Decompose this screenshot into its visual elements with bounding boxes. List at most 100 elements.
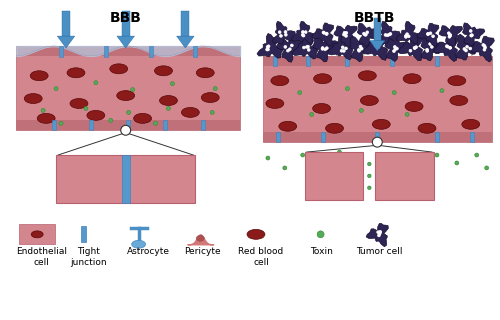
Ellipse shape xyxy=(94,81,98,85)
Ellipse shape xyxy=(448,46,452,49)
Ellipse shape xyxy=(340,49,343,52)
Ellipse shape xyxy=(346,87,350,91)
Ellipse shape xyxy=(469,47,472,50)
Ellipse shape xyxy=(466,45,468,48)
Ellipse shape xyxy=(446,45,448,48)
Ellipse shape xyxy=(430,45,433,48)
Ellipse shape xyxy=(413,47,416,49)
Bar xyxy=(263,56,492,66)
Ellipse shape xyxy=(278,31,281,34)
Ellipse shape xyxy=(397,156,401,160)
Ellipse shape xyxy=(70,99,88,108)
Bar xyxy=(435,132,439,142)
Polygon shape xyxy=(434,36,458,61)
Ellipse shape xyxy=(345,31,348,34)
Ellipse shape xyxy=(358,49,360,51)
Ellipse shape xyxy=(418,123,436,133)
Bar xyxy=(346,56,350,66)
Ellipse shape xyxy=(377,45,380,48)
Ellipse shape xyxy=(109,118,113,122)
Ellipse shape xyxy=(288,48,291,51)
Bar xyxy=(201,120,205,130)
Ellipse shape xyxy=(302,34,305,37)
Ellipse shape xyxy=(41,108,45,112)
Polygon shape xyxy=(292,34,318,59)
Bar xyxy=(126,120,130,130)
Ellipse shape xyxy=(448,32,450,35)
Ellipse shape xyxy=(426,33,430,36)
Bar xyxy=(126,155,196,203)
Ellipse shape xyxy=(368,162,371,166)
Polygon shape xyxy=(58,36,75,48)
Ellipse shape xyxy=(213,87,217,91)
Ellipse shape xyxy=(426,48,428,51)
Polygon shape xyxy=(272,21,295,44)
Ellipse shape xyxy=(426,32,430,35)
Ellipse shape xyxy=(409,49,412,52)
Ellipse shape xyxy=(426,50,428,52)
Ellipse shape xyxy=(338,150,342,154)
Text: BBTB: BBTB xyxy=(354,11,395,25)
Ellipse shape xyxy=(266,48,268,51)
Ellipse shape xyxy=(483,48,486,51)
Ellipse shape xyxy=(463,48,466,50)
Ellipse shape xyxy=(314,74,332,84)
Polygon shape xyxy=(312,36,338,62)
Ellipse shape xyxy=(448,36,451,38)
Ellipse shape xyxy=(290,44,293,47)
Bar xyxy=(374,18,381,44)
Ellipse shape xyxy=(30,71,48,81)
Ellipse shape xyxy=(448,76,466,86)
Ellipse shape xyxy=(344,47,348,50)
Ellipse shape xyxy=(404,35,407,37)
Ellipse shape xyxy=(130,88,134,92)
Bar xyxy=(59,46,63,57)
Text: Endothelial
cell: Endothelial cell xyxy=(16,247,66,267)
Polygon shape xyxy=(117,36,134,48)
Ellipse shape xyxy=(415,166,419,170)
Ellipse shape xyxy=(322,31,326,34)
Bar xyxy=(376,132,380,142)
Ellipse shape xyxy=(342,33,345,36)
Polygon shape xyxy=(385,36,409,61)
Bar xyxy=(470,132,474,142)
Bar xyxy=(16,46,240,130)
Ellipse shape xyxy=(440,89,444,92)
Ellipse shape xyxy=(414,46,418,49)
Ellipse shape xyxy=(321,47,324,49)
Ellipse shape xyxy=(366,31,368,34)
Ellipse shape xyxy=(470,34,472,37)
Polygon shape xyxy=(276,37,302,62)
Bar xyxy=(56,155,126,203)
Bar xyxy=(104,46,108,57)
Bar xyxy=(182,11,190,40)
Text: Red blood
cell: Red blood cell xyxy=(238,247,284,267)
Ellipse shape xyxy=(429,32,432,35)
Ellipse shape xyxy=(322,31,325,34)
Ellipse shape xyxy=(247,229,265,239)
Ellipse shape xyxy=(154,121,158,125)
Ellipse shape xyxy=(87,110,105,120)
Ellipse shape xyxy=(378,44,381,46)
Ellipse shape xyxy=(449,46,452,49)
Circle shape xyxy=(372,137,382,147)
Ellipse shape xyxy=(374,43,376,45)
Ellipse shape xyxy=(126,110,130,114)
Ellipse shape xyxy=(358,160,362,164)
Ellipse shape xyxy=(374,44,377,47)
Ellipse shape xyxy=(266,156,270,160)
Ellipse shape xyxy=(312,103,330,113)
Ellipse shape xyxy=(414,46,416,49)
Ellipse shape xyxy=(470,34,474,36)
Ellipse shape xyxy=(450,96,468,106)
Ellipse shape xyxy=(482,44,484,46)
Ellipse shape xyxy=(302,33,304,36)
Text: Astrocyte: Astrocyte xyxy=(127,247,170,256)
Ellipse shape xyxy=(116,91,134,100)
Ellipse shape xyxy=(306,45,308,48)
Text: Toxin: Toxin xyxy=(310,247,333,256)
Ellipse shape xyxy=(31,231,43,238)
Bar xyxy=(89,120,93,130)
Ellipse shape xyxy=(428,43,432,45)
Ellipse shape xyxy=(342,46,344,49)
